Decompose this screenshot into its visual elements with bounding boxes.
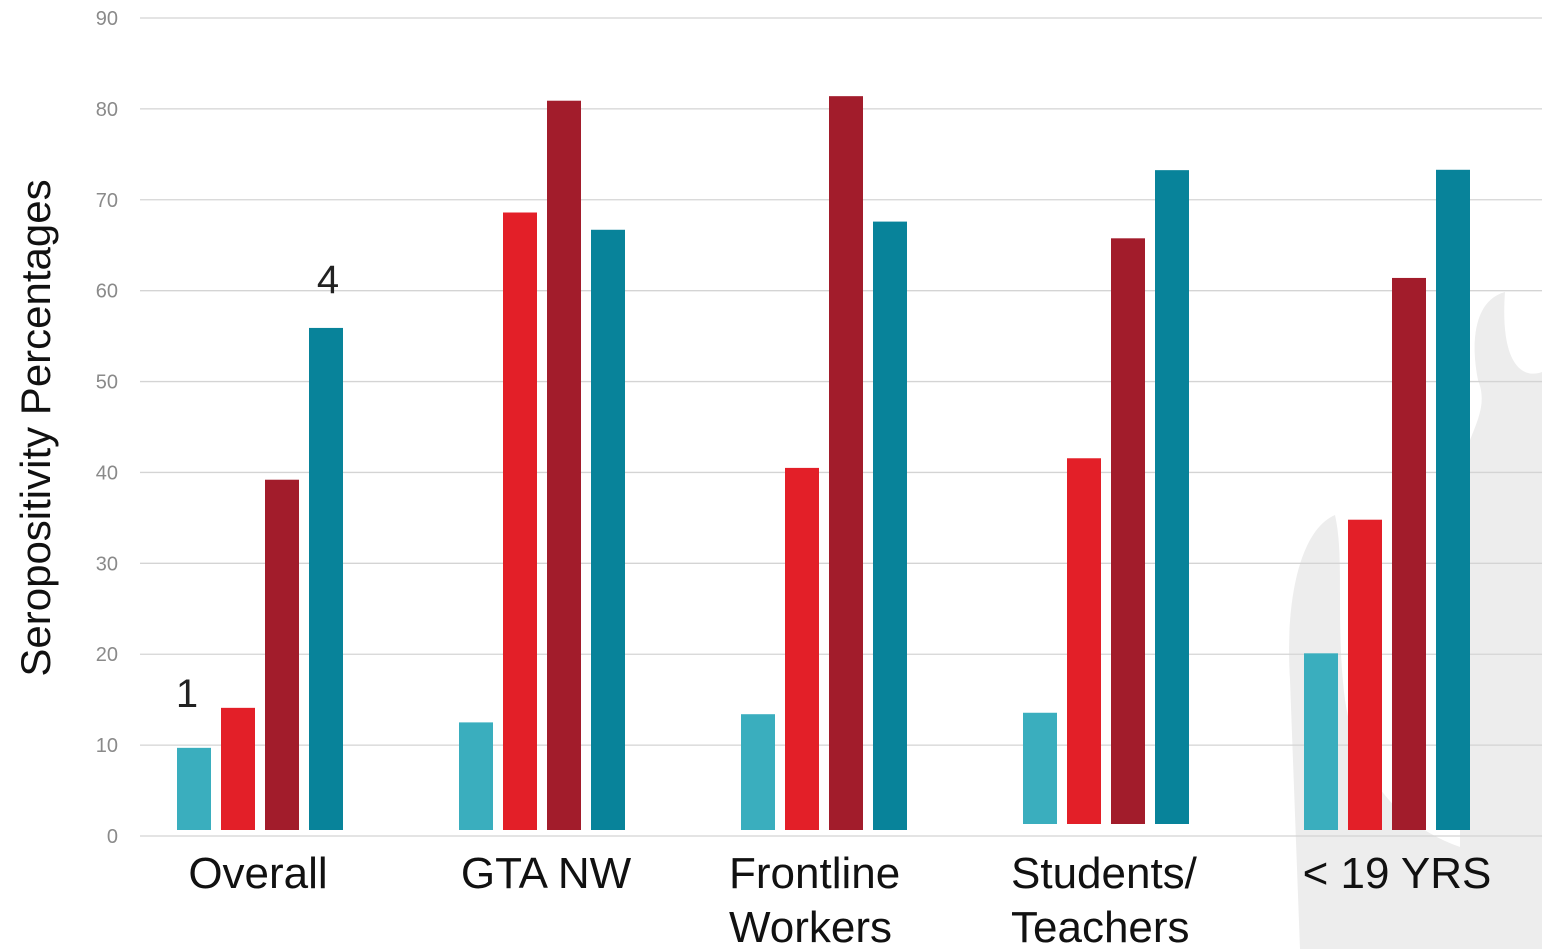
bar: [873, 221, 907, 830]
bar: [1155, 170, 1189, 824]
bar: [1392, 277, 1426, 830]
bar: [221, 707, 255, 830]
bar: [1436, 169, 1470, 831]
y-tick-label: 30: [96, 553, 118, 575]
bar: [741, 714, 775, 830]
category-label: Overall: [188, 849, 327, 898]
y-tick-label: 50: [96, 372, 118, 394]
annotation-label-4: 4: [317, 258, 339, 302]
annotation-label-1: 1: [176, 672, 198, 716]
background-watermark: [1289, 292, 1542, 949]
category-label: Teachers: [1011, 903, 1190, 949]
y-tick-label: 80: [96, 99, 118, 121]
category-labels: Overall GTA NW Frontline Workers Students/Te…: [188, 849, 1491, 949]
bar: [1023, 712, 1057, 824]
bar: [177, 747, 211, 830]
bar: [265, 479, 299, 830]
bar: [503, 212, 537, 831]
bar: [785, 467, 819, 830]
bar: [829, 96, 863, 831]
watermark-shape-upper: [1460, 292, 1542, 910]
bar: [1067, 458, 1101, 824]
y-tick-label: 20: [96, 644, 118, 666]
y-tick-label: 40: [96, 462, 118, 484]
bar: [309, 327, 343, 830]
category-label: Workers: [729, 903, 892, 949]
y-tick-label: 70: [96, 190, 118, 212]
bar: [547, 100, 581, 831]
watermark-shape-lower: [1289, 515, 1542, 949]
y-tick-labels: 0 10 20 30 40 50 60 70 80 90: [96, 8, 118, 848]
bar: [1348, 519, 1382, 830]
y-tick-label: 60: [96, 281, 118, 303]
category-label: Students/: [1011, 849, 1198, 898]
y-tick-label: 10: [96, 735, 118, 757]
bar: [459, 722, 493, 830]
bars: [177, 96, 1470, 831]
category-label: GTA NW: [461, 849, 632, 898]
bar: [591, 229, 625, 830]
bar: [1111, 238, 1145, 824]
y-tick-label: 90: [96, 8, 118, 30]
bar: [1304, 653, 1338, 830]
category-label: < 19 YRS: [1303, 849, 1492, 898]
category-label: Frontline: [729, 849, 900, 898]
y-tick-label: 0: [107, 826, 118, 848]
y-axis-label: Seropositivity Percentages: [12, 179, 59, 676]
